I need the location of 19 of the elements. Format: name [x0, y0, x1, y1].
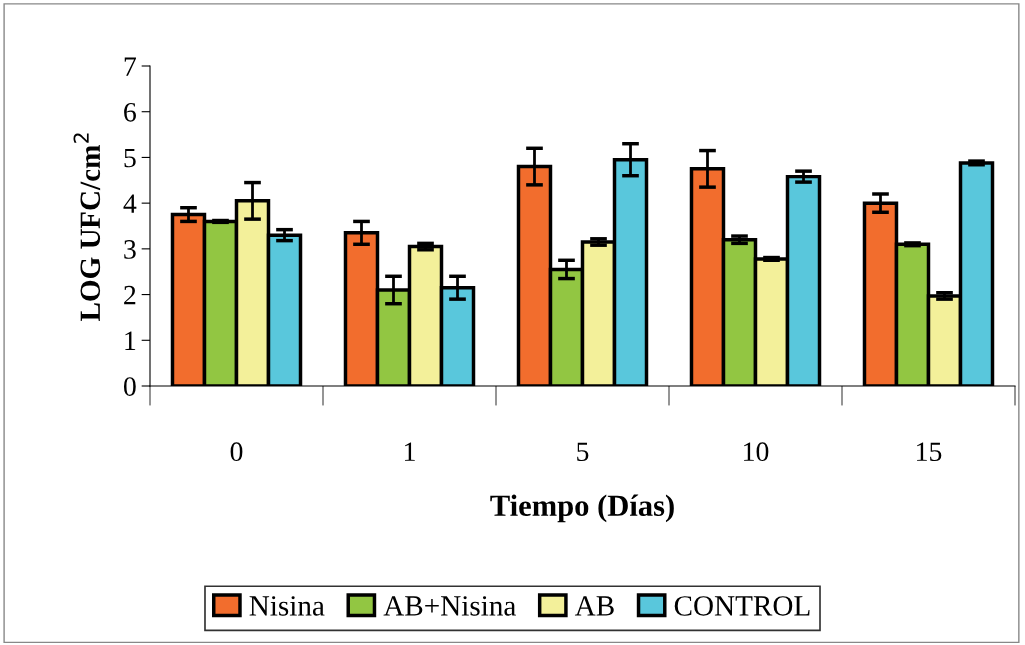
- x-tick-label: 10: [744, 442, 769, 462]
- y-tick-label: 1: [125, 331, 136, 350]
- legend-label: Nisina: [249, 596, 325, 616]
- y-tick-label: 7: [124, 57, 137, 76]
- legend-label: CONTROL: [674, 596, 810, 616]
- y-tick-label: 2: [124, 285, 136, 305]
- y-tick-label: 5: [124, 148, 136, 168]
- legend-label: AB: [574, 596, 614, 616]
- y-tick-label: 6: [124, 102, 136, 122]
- x-tick-label: 15: [917, 442, 942, 462]
- y-axis-title: LOG UFC/cm$^{2}$: [73, 133, 101, 322]
- x-tick-label: 0: [230, 442, 243, 462]
- legend-label: AB+Nisina: [383, 596, 516, 616]
- y-tick-label: 0: [123, 377, 136, 396]
- y-tick-label: 3: [124, 240, 136, 259]
- x-axis-title: Tiempo (Días): [490, 494, 674, 523]
- x-tick-label: 5: [577, 442, 589, 462]
- x-tick-label: 1: [405, 442, 415, 461]
- y-tick-label: 4: [123, 194, 137, 213]
